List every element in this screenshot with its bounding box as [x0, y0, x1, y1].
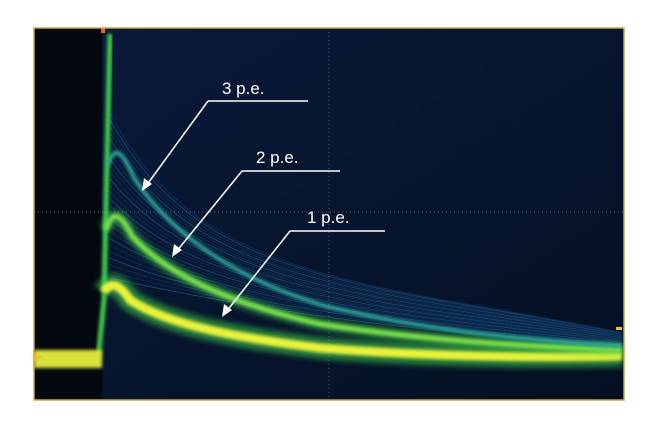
trace-2pe-core [103, 214, 623, 353]
faint-trace [109, 158, 623, 337]
screen-frame [33, 27, 625, 401]
faint-trace [109, 119, 623, 334]
faint-trace [109, 251, 623, 344]
faint-trace [109, 178, 623, 338]
baseline-band-pretrigger [34, 350, 102, 368]
annotation-label-3pe: 3 p.e. [222, 79, 265, 98]
faint-trace [109, 172, 623, 338]
faint-trace [109, 257, 623, 344]
annotation-label-1pe: 1 p.e. [307, 208, 350, 227]
faint-trace [109, 211, 623, 341]
faint-trace [109, 191, 623, 339]
trace-1pe-core [100, 280, 623, 362]
trigger-position-marker [101, 28, 105, 33]
faint-trace [109, 139, 623, 335]
faint-trace [109, 125, 623, 334]
rising-edge [95, 33, 113, 361]
annotation-1pe: 1 p.e. [222, 208, 385, 317]
faint-trace [109, 205, 623, 340]
faint-trace [109, 132, 623, 335]
annotation-2pe: 2 p.e. [172, 148, 340, 257]
faint-trace [109, 264, 623, 345]
faint-trace [109, 112, 623, 333]
right-level-marker [616, 327, 622, 330]
annotation-3pe: 3 p.e. [142, 79, 308, 191]
faint-trace [109, 185, 623, 339]
faint-trace [109, 198, 623, 340]
pre-trigger-region [34, 28, 102, 400]
pulse-traces [94, 150, 623, 368]
ground-level-marker [34, 352, 42, 362]
trace-3pe [106, 150, 623, 348]
faint-trace [109, 244, 623, 343]
faint-trace [109, 145, 623, 336]
faint-trace [109, 165, 623, 337]
annotation-label-2pe: 2 p.e. [256, 148, 299, 167]
